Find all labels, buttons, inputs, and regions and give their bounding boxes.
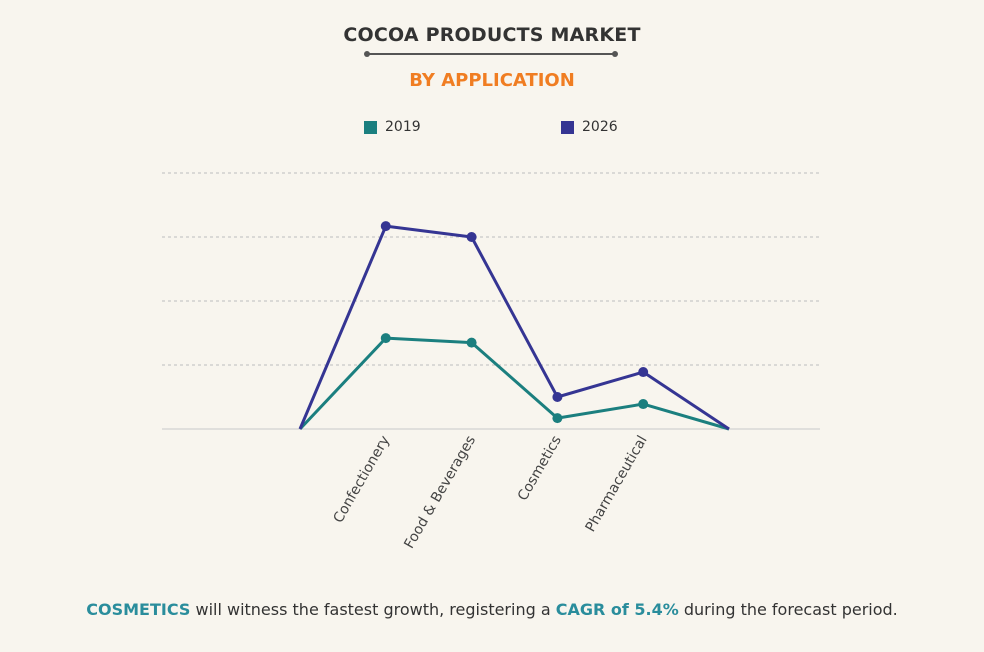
title-divider [364, 51, 618, 57]
data-point-2019-4 [638, 399, 649, 410]
x-tick-label: Food & Beverages [401, 433, 479, 552]
legend-swatch-2019 [364, 120, 377, 134]
line-chart: Confectionery Food & Beverages Cosmetics Ph… [162, 172, 820, 552]
footer-text-end: during the forecast period. [678, 600, 898, 619]
legend-item-2019: 2019 [364, 118, 421, 136]
data-point-2019-2 [466, 337, 477, 348]
data-point-2026-2 [466, 232, 477, 242]
data-point-2026-1 [380, 221, 391, 232]
data-point-2026-3 [552, 392, 563, 402]
x-tick-label: Pharmaceutical [583, 433, 651, 535]
data-point-2019-1 [380, 333, 391, 344]
footer-highlight-segment: COSMETICS [86, 600, 191, 619]
legend-item-2026: 2026 [561, 118, 618, 136]
legend-label-2026: 2026 [582, 119, 618, 135]
footer-cagr: CAGR of 5.4% [555, 600, 679, 619]
x-tick-label: Confectionery [330, 433, 393, 526]
footer-text: will witness the fastest growth, registe… [190, 600, 556, 619]
data-point-2019-3 [552, 413, 563, 424]
legend-swatch-2026 [561, 120, 574, 134]
chart-subtitle: BY APPLICATION [409, 70, 575, 91]
legend-label-2019: 2019 [385, 119, 421, 135]
series-line-2019 [298, 336, 730, 431]
data-point-2026-4 [638, 367, 649, 378]
series-line-2026 [298, 224, 730, 431]
x-tick-label: Cosmetics [515, 433, 565, 504]
chart-title: COCOA PRODUCTS MARKET [343, 24, 641, 46]
footer-note: COSMETICS will witness the fastest growt… [0, 600, 984, 619]
